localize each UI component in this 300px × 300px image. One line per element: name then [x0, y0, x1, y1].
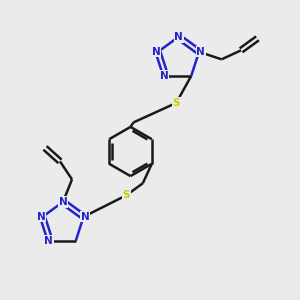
Text: N: N	[37, 212, 45, 222]
Text: N: N	[152, 47, 161, 57]
Text: N: N	[174, 32, 183, 42]
Text: S: S	[123, 190, 130, 200]
Text: N: N	[81, 212, 89, 222]
Text: N: N	[58, 197, 68, 207]
Text: S: S	[172, 98, 180, 108]
Text: N: N	[160, 71, 169, 81]
Text: N: N	[44, 236, 53, 246]
Text: N: N	[196, 47, 205, 57]
